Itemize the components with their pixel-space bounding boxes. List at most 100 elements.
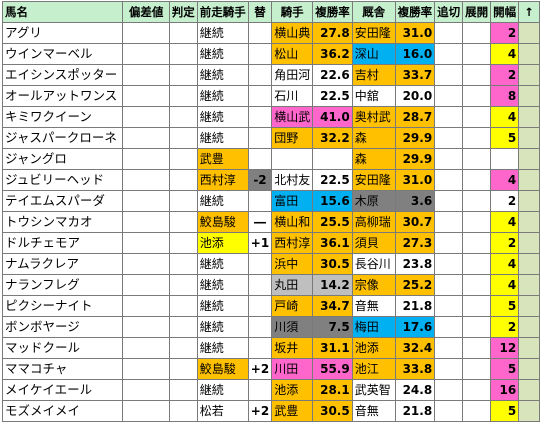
prev-jockey-cell[interactable]: 継続 [196, 274, 249, 296]
change-cell[interactable]: ― [247, 211, 273, 233]
prev-jockey-cell[interactable]: 鮫島駿 [196, 211, 249, 233]
jockey-rate-cell[interactable]: 22.5 [312, 169, 353, 191]
develop-cell[interactable] [462, 169, 492, 191]
horse-name-cell[interactable]: ドルチェモア [1, 232, 124, 254]
change-cell[interactable] [247, 85, 273, 107]
trainer-rate-cell[interactable]: 17.6 [394, 316, 436, 338]
judge-cell[interactable] [168, 379, 198, 401]
jockey-rate-cell[interactable]: 32.2 [312, 127, 353, 149]
deviation-cell[interactable] [122, 127, 170, 149]
extra-cell[interactable] [518, 337, 540, 359]
prev-jockey-cell[interactable]: 継続 [196, 106, 249, 128]
deviation-cell[interactable] [122, 316, 170, 338]
change-cell[interactable] [247, 127, 273, 149]
opening-cell[interactable]: 12 [490, 337, 520, 359]
trainer-cell[interactable]: 高柳瑞 [351, 211, 396, 233]
trainer-rate-cell[interactable]: 21.8 [394, 400, 436, 422]
deviation-cell[interactable] [122, 190, 170, 212]
extra-cell[interactable] [518, 64, 540, 86]
judge-cell[interactable] [168, 274, 198, 296]
extra-cell[interactable] [518, 400, 540, 422]
header-change[interactable]: 替 [247, 1, 273, 23]
develop-cell[interactable] [462, 22, 492, 44]
extra-cell[interactable] [518, 22, 540, 44]
change-cell[interactable]: +1 [247, 232, 273, 254]
chase-cell[interactable] [434, 232, 464, 254]
prev-jockey-cell[interactable]: 武豊 [196, 148, 249, 170]
develop-cell[interactable] [462, 337, 492, 359]
jockey-cell[interactable]: 団野 [271, 127, 314, 149]
trainer-rate-cell[interactable]: 21.8 [394, 295, 436, 317]
chase-cell[interactable] [434, 316, 464, 338]
chase-cell[interactable] [434, 211, 464, 233]
jockey-rate-cell[interactable]: 28.1 [312, 379, 353, 401]
horse-name-cell[interactable]: ママコチャ [1, 358, 124, 380]
header-prev-jockey[interactable]: 前走騎手 [196, 1, 249, 23]
deviation-cell[interactable] [122, 148, 170, 170]
header-jockey[interactable]: 騎手 [271, 1, 314, 23]
judge-cell[interactable] [168, 148, 198, 170]
jockey-rate-cell[interactable]: 7.5 [312, 316, 353, 338]
change-cell[interactable] [247, 337, 273, 359]
jockey-rate-cell[interactable]: 25.5 [312, 211, 353, 233]
judge-cell[interactable] [168, 169, 198, 191]
opening-cell[interactable] [490, 148, 520, 170]
jockey-cell[interactable]: 松山 [271, 43, 314, 65]
jockey-rate-cell[interactable]: 34.7 [312, 295, 353, 317]
prev-jockey-cell[interactable]: 西村淳 [196, 169, 249, 191]
extra-cell[interactable] [518, 358, 540, 380]
extra-cell[interactable] [518, 190, 540, 212]
develop-cell[interactable] [462, 148, 492, 170]
header-chase[interactable]: 追切 [434, 1, 464, 23]
judge-cell[interactable] [168, 22, 198, 44]
trainer-cell[interactable]: 梅田 [351, 316, 396, 338]
deviation-cell[interactable] [122, 253, 170, 275]
trainer-cell[interactable]: 須貝 [351, 232, 396, 254]
horse-name-cell[interactable]: テイエムスパーダ [1, 190, 124, 212]
jockey-cell[interactable]: 横山和 [271, 211, 314, 233]
jockey-rate-cell[interactable]: 30.5 [312, 253, 353, 275]
deviation-cell[interactable] [122, 106, 170, 128]
deviation-cell[interactable] [122, 358, 170, 380]
horse-name-cell[interactable]: ピクシーナイト [1, 295, 124, 317]
chase-cell[interactable] [434, 64, 464, 86]
judge-cell[interactable] [168, 190, 198, 212]
header-opening[interactable]: 開幅 [490, 1, 520, 23]
opening-cell[interactable]: 2 [490, 64, 520, 86]
horse-name-cell[interactable]: ジャスパークローネ [1, 127, 124, 149]
jockey-cell[interactable]: 川田 [271, 358, 314, 380]
prev-jockey-cell[interactable]: 継続 [196, 64, 249, 86]
chase-cell[interactable] [434, 274, 464, 296]
develop-cell[interactable] [462, 85, 492, 107]
jockey-rate-cell[interactable]: 55.9 [312, 358, 353, 380]
horse-name-cell[interactable]: モズメイメイ [1, 400, 124, 422]
deviation-cell[interactable] [122, 400, 170, 422]
trainer-rate-cell[interactable]: 24.8 [394, 379, 436, 401]
prev-jockey-cell[interactable]: 鮫島駿 [196, 358, 249, 380]
jockey-rate-cell[interactable]: 27.8 [312, 22, 353, 44]
change-cell[interactable] [247, 64, 273, 86]
extra-cell[interactable] [518, 211, 540, 233]
prev-jockey-cell[interactable]: 継続 [196, 127, 249, 149]
prev-jockey-cell[interactable]: 継続 [196, 253, 249, 275]
change-cell[interactable] [247, 106, 273, 128]
prev-jockey-cell[interactable]: 松若 [196, 400, 249, 422]
trainer-rate-cell[interactable]: 30.7 [394, 211, 436, 233]
develop-cell[interactable] [462, 253, 492, 275]
develop-cell[interactable] [462, 400, 492, 422]
deviation-cell[interactable] [122, 169, 170, 191]
deviation-cell[interactable] [122, 232, 170, 254]
judge-cell[interactable] [168, 232, 198, 254]
jockey-rate-cell[interactable] [312, 148, 353, 170]
change-cell[interactable]: +2 [247, 400, 273, 422]
opening-cell[interactable]: 4 [490, 211, 520, 233]
jockey-rate-cell[interactable]: 36.2 [312, 43, 353, 65]
horse-name-cell[interactable]: ナムラクレア [1, 253, 124, 275]
develop-cell[interactable] [462, 211, 492, 233]
header-deviation[interactable]: 偏差値 [122, 1, 170, 23]
trainer-cell[interactable]: 森 [351, 127, 396, 149]
judge-cell[interactable] [168, 295, 198, 317]
develop-cell[interactable] [462, 106, 492, 128]
jockey-cell[interactable]: 石川 [271, 85, 314, 107]
jockey-cell[interactable]: 浜中 [271, 253, 314, 275]
